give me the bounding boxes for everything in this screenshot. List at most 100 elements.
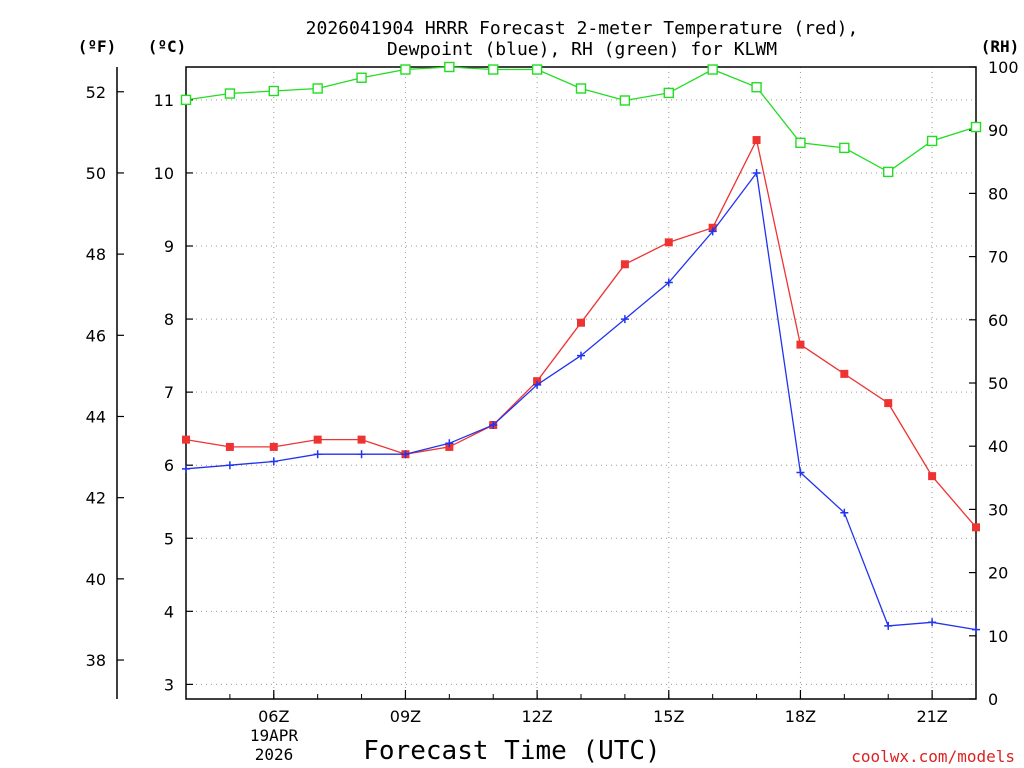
temperature-point <box>928 472 937 481</box>
time-tick-label: 21Z <box>916 707 947 726</box>
chart-title-line2: Dewpoint (blue), RH (green) for KLWM <box>387 39 777 60</box>
celsius-tick-label: 8 <box>164 310 174 329</box>
rh-tick-label: 80 <box>988 184 1008 203</box>
date-label-line2: 2026 <box>255 745 294 764</box>
fahrenheit-tick-label: 52 <box>86 83 106 102</box>
relative-humidity-point <box>444 61 455 73</box>
dewpoint-point <box>269 457 278 466</box>
dewpoint-point <box>796 468 805 477</box>
chart-title-line1: 2026041904 HRRR Forecast 2-meter Tempera… <box>306 18 859 39</box>
rh-tick-label: 70 <box>988 248 1008 267</box>
dewpoint-point <box>620 315 629 324</box>
fahrenheit-unit-label: (ºF) <box>78 37 117 56</box>
x-axis-title: Forecast Time (UTC) <box>363 736 660 766</box>
rh-unit-label: (RH) <box>981 37 1020 56</box>
dewpoint-point <box>225 461 234 470</box>
dewpoint-point <box>884 621 893 630</box>
rh-tick-label: 50 <box>988 374 1008 393</box>
relative-humidity-point <box>795 137 806 149</box>
dewpoint-point <box>357 450 366 459</box>
fahrenheit-tick-label: 50 <box>86 164 106 183</box>
rh-tick-label: 20 <box>988 564 1008 583</box>
temperature-point <box>620 260 629 269</box>
dewpoint-point <box>182 464 190 473</box>
fahrenheit-tick-label: 38 <box>86 651 106 670</box>
time-axis: 06Z 09Z 12Z 15Z 18Z 21Z <box>185 690 977 726</box>
dewpoint-point <box>533 380 542 389</box>
dewpoint-point <box>752 168 761 177</box>
relative-humidity-point <box>970 121 982 133</box>
temperature-point <box>752 136 761 145</box>
temperature-point <box>972 523 980 532</box>
dewpoint-series <box>182 168 980 634</box>
time-tick-label: 06Z <box>258 707 289 726</box>
dewpoint-point <box>840 508 849 517</box>
temperature-point <box>313 435 322 444</box>
rh-tick-label: 40 <box>988 437 1008 456</box>
relative-humidity-point <box>312 83 323 94</box>
temperature-point <box>664 238 673 247</box>
dewpoint-point <box>577 351 585 360</box>
rh-tick-label: 0 <box>988 690 998 709</box>
celsius-tick-label: 9 <box>164 237 174 256</box>
time-tick-label: 15Z <box>653 707 684 726</box>
temperature-point <box>357 435 366 444</box>
date-label-line1: 19APR <box>250 726 299 745</box>
celsius-unit-label: (ºC) <box>148 37 187 56</box>
dewpoint-line <box>185 171 977 631</box>
fahrenheit-tick-label: 46 <box>86 326 106 345</box>
time-tick-label: 18Z <box>785 707 816 726</box>
fahrenheit-tick-label: 48 <box>86 245 106 264</box>
relative-humidity-point <box>751 82 762 93</box>
relative-humidity-point <box>707 64 718 75</box>
relative-humidity-point <box>224 88 236 99</box>
dewpoint-point <box>928 618 937 627</box>
temperature-point <box>269 442 278 451</box>
relative-humidity-point <box>356 72 367 83</box>
celsius-tick-label: 5 <box>164 529 174 548</box>
relative-humidity-point <box>663 87 674 99</box>
celsius-tick-label: 7 <box>164 383 174 402</box>
celsius-tick-label: 10 <box>154 164 174 183</box>
rh-axis: 0 10 20 30 40 50 60 70 80 90 100 <box>969 58 1019 709</box>
rh-tick-label: 100 <box>988 58 1019 77</box>
temperature-point <box>840 369 849 378</box>
rh-tick-label: 10 <box>988 627 1008 646</box>
relative-humidity-line <box>185 66 977 173</box>
dewpoint-point <box>708 227 717 236</box>
relative-humidity-point <box>883 166 894 178</box>
relative-humidity-point <box>531 64 543 75</box>
dewpoint-point <box>445 439 454 448</box>
rh-tick-label: 90 <box>988 121 1008 140</box>
relative-humidity-point <box>400 64 411 75</box>
dewpoint-point <box>664 278 673 287</box>
relative-humidity-point <box>488 64 499 75</box>
dewpoint-point <box>313 450 322 459</box>
dewpoint-point <box>972 625 980 634</box>
relative-humidity-point <box>619 95 631 106</box>
celsius-tick-label: 4 <box>164 602 174 621</box>
rh-tick-label: 30 <box>988 500 1008 519</box>
fahrenheit-axis: 38 40 42 44 46 48 50 52 <box>86 83 124 670</box>
fahrenheit-tick-label: 42 <box>86 489 106 508</box>
dewpoint-point <box>489 421 498 430</box>
celsius-tick-label: 3 <box>164 675 174 694</box>
temperature-point <box>182 435 190 444</box>
watermark: coolwx.com/models <box>851 747 1015 766</box>
temperature-line <box>185 138 977 528</box>
relative-humidity-point <box>575 83 587 94</box>
celsius-tick-label: 6 <box>164 456 174 475</box>
celsius-axis: 3 4 5 6 7 8 9 10 11 <box>154 91 193 694</box>
temperature-series <box>182 136 980 532</box>
time-tick-label: 09Z <box>390 707 421 726</box>
relative-humidity-series <box>180 61 982 178</box>
series-layer <box>180 61 982 634</box>
relative-humidity-point <box>839 142 850 154</box>
temperature-point <box>225 442 234 451</box>
temperature-point <box>577 318 585 327</box>
dewpoint-point <box>401 450 410 459</box>
relative-humidity-point <box>180 94 192 106</box>
relative-humidity-point <box>926 135 938 147</box>
time-tick-label: 12Z <box>521 707 552 726</box>
